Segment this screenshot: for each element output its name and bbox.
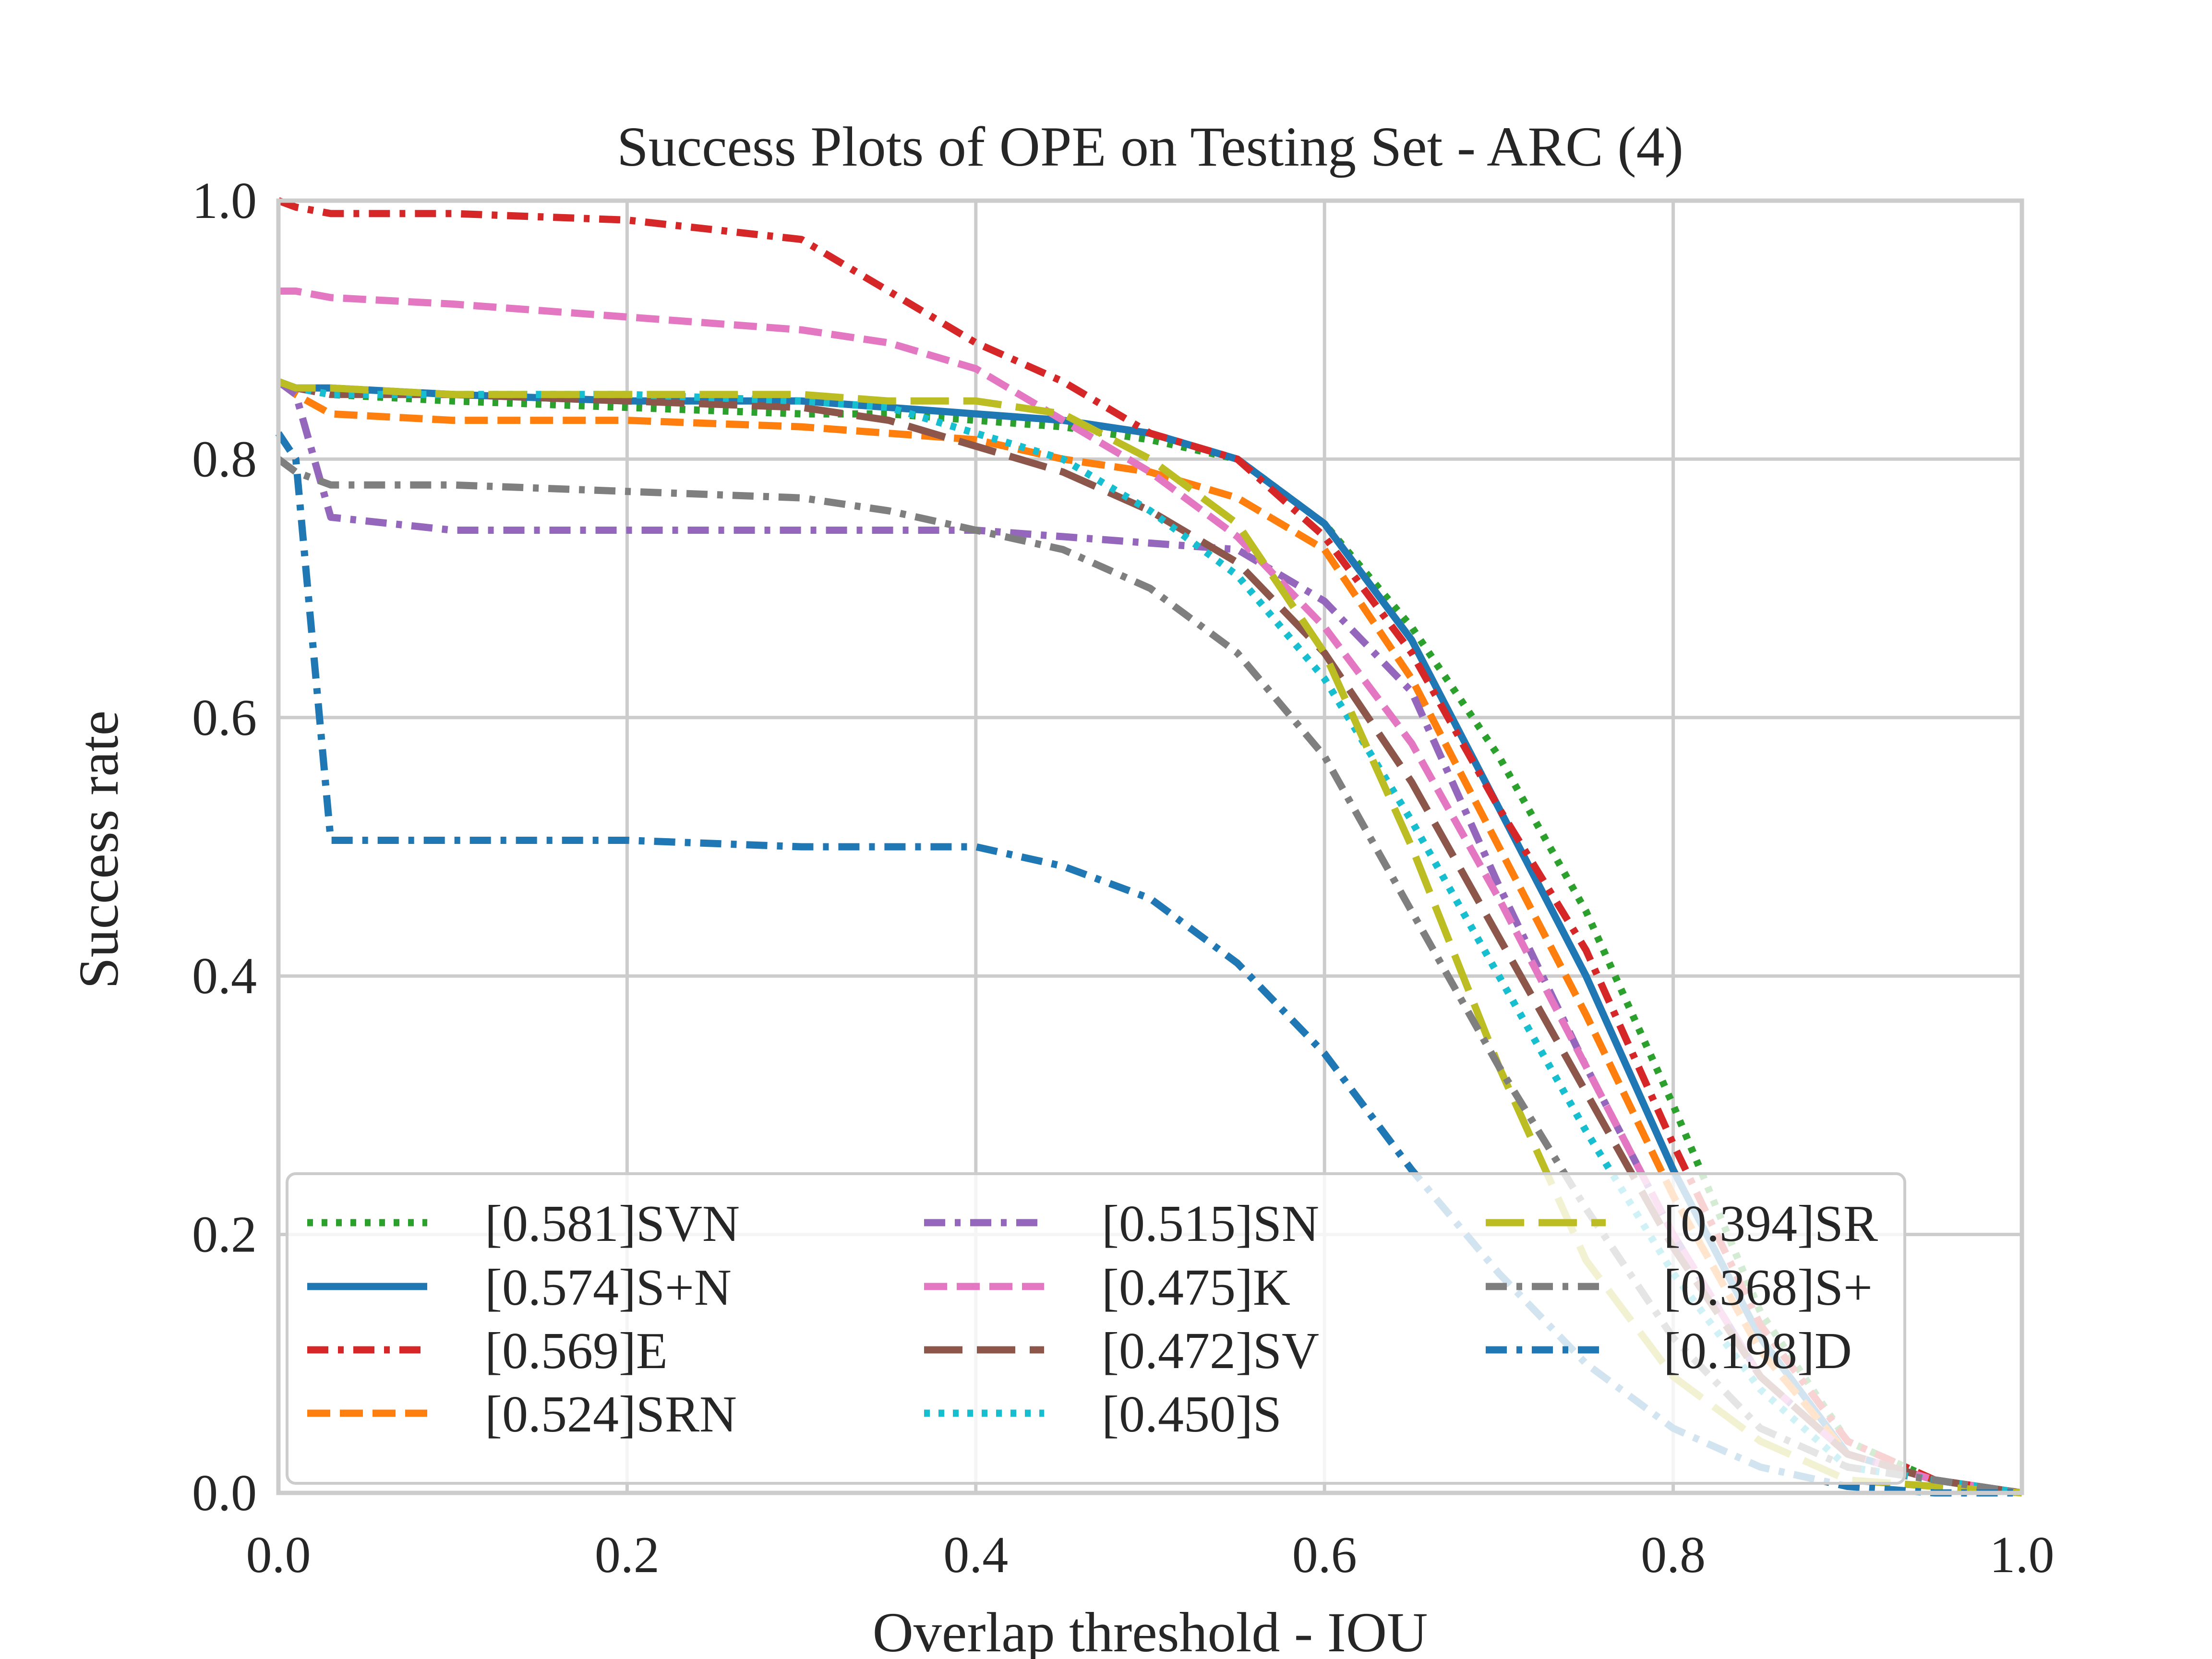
legend-label: [0.524]SRN (485, 1386, 737, 1443)
legend-label: [0.450]S (1102, 1386, 1282, 1443)
x-tick-label: 1.0 (1990, 1527, 2055, 1584)
series-line (277, 197, 2023, 1497)
legend-label: [0.581]SVN (485, 1195, 740, 1252)
y-tick-label: 0.4 (192, 948, 257, 1005)
legend-label: [0.515]SN (1102, 1195, 1319, 1252)
legend-label: [0.574]S+N (485, 1259, 732, 1316)
legend-box (286, 1172, 1906, 1485)
tick-labels: 0.0 0.2 0.4 0.6 0.8 1.0 0.0 0.2 0.4 0.6 0.8 1.0 (192, 172, 2055, 1584)
chart-title: Success Plots of OPE on Testing Set - AR… (617, 115, 1683, 178)
x-tick-label: 0.0 (246, 1527, 311, 1584)
legend-label: [0.472]SV (1102, 1322, 1319, 1380)
x-tick-label: 0.4 (943, 1527, 1008, 1584)
y-tick-label: 0.8 (192, 431, 257, 488)
y-tick-label: 0.2 (192, 1206, 257, 1263)
legend-label: [0.198]D (1663, 1322, 1852, 1380)
legend-label: [0.368]S+ (1663, 1259, 1873, 1316)
legend-label: [0.394]SR (1663, 1195, 1878, 1252)
y-tick-label: 0.6 (192, 689, 257, 746)
x-tick-label: 0.2 (595, 1527, 660, 1584)
series-line (277, 378, 2023, 1497)
series-line (275, 431, 2022, 1497)
legend-label: [0.569]E (485, 1322, 668, 1380)
y-tick-label: 0.0 (192, 1465, 257, 1522)
y-axis-label: Success rate (67, 710, 130, 989)
x-tick-label: 0.8 (1641, 1527, 1706, 1584)
x-tick-label: 0.6 (1292, 1527, 1357, 1584)
y-tick-label: 1.0 (192, 172, 257, 229)
plot-frame (276, 198, 2024, 1495)
legend: [0.581]SVN [0.574]S+N [0.569]E [0.524]SRN [0… (286, 1172, 1906, 1485)
legend-label: [0.475]K (1102, 1259, 1290, 1316)
x-axis-label: Overlap threshold - IOU (873, 1601, 1428, 1659)
